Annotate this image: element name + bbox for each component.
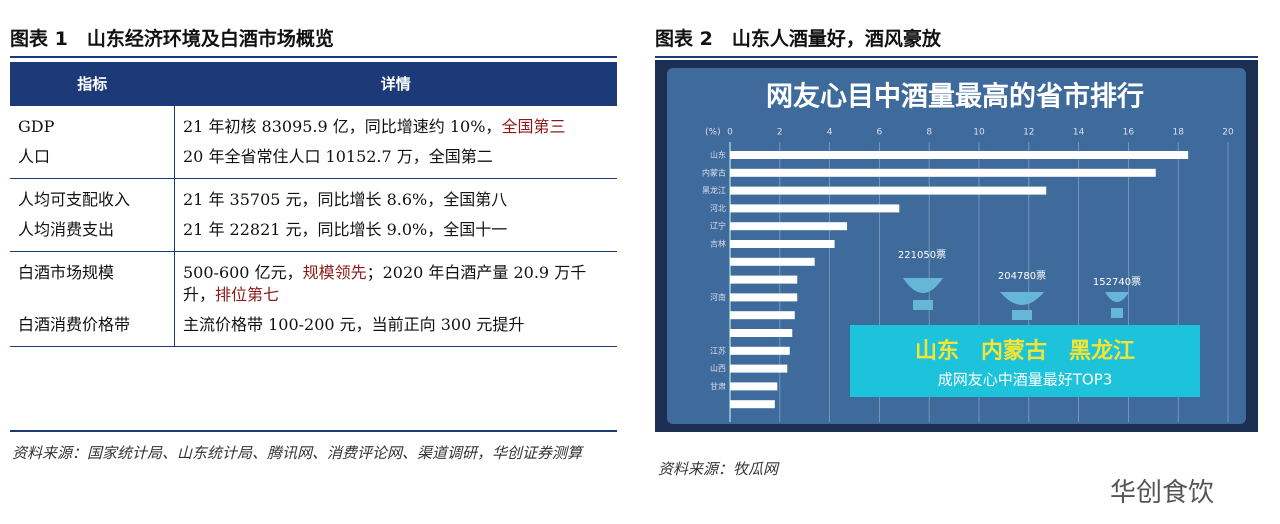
bar	[730, 293, 798, 302]
bar	[730, 400, 775, 409]
header-cell: 指标	[10, 62, 175, 106]
row-label: 白酒消费价格带	[10, 310, 175, 347]
row-detail: 21 年初核 83095.9 亿，同比增速约 10%，全国第三	[175, 105, 618, 142]
x-tick-label: 4	[827, 128, 833, 138]
row-label: 人均消费支出	[10, 215, 175, 252]
banner-text: 山东 内蒙古 黑龙江	[915, 338, 1135, 364]
row-label: GDP	[10, 105, 175, 142]
chart: 网友心目中酒量最高的省市排行 (%) 0 2 4 6 8 10 12 14 16 18 20 山东内蒙…	[655, 60, 1258, 432]
bar	[730, 151, 1189, 159]
y-tick-label: 内蒙古	[702, 167, 726, 177]
text-run: 21 年 22821 元，同比增长 9.0%，全国十一	[183, 220, 508, 239]
bar	[730, 364, 788, 373]
bar	[730, 222, 848, 231]
table: 指标 详情 GDP 21 年初核 83095.9 亿，同比增速约 10%，全国第三…	[10, 62, 617, 347]
row-label: 白酒市场规模	[10, 251, 175, 310]
x-tick-label: 6	[877, 128, 883, 138]
x-tick-label: 20	[1222, 128, 1234, 138]
text-run: 主流价格带 100-200 元，当前正向 300 元提升	[183, 315, 525, 334]
axis-unit: (%)	[705, 128, 721, 138]
source: 资料来源：国家统计局、山东统计局、腾讯网、消费评论网、渠道调研，华创证券测算	[12, 444, 583, 462]
row-detail: 20 年全省常住人口 10152.7 万，全国第二	[174, 142, 617, 179]
text-run: 20 年全省常住人口 10152.7 万，全国第二	[183, 147, 493, 166]
text-run: 21 年初核 83095.9 亿，同比增速约 10%，	[183, 117, 502, 136]
y-tick-label: 甘肃	[710, 381, 726, 391]
y-tick-label: 河北	[710, 203, 726, 213]
text-run: 排位第七	[215, 285, 280, 304]
rule	[10, 56, 617, 58]
x-tick-label: 12	[1023, 128, 1034, 138]
bar	[730, 240, 835, 248]
annotation: 221050票	[898, 249, 946, 261]
y-tick-label: 山西	[710, 363, 726, 373]
goblet	[1000, 292, 1044, 320]
y-tick-label: 江苏	[710, 345, 726, 355]
bar	[730, 311, 795, 320]
goblet	[903, 278, 943, 310]
x-tick-label: 10	[973, 128, 985, 138]
row-detail: 500-600 亿元，规模领先；2020 年白酒产量 20.9 万千升，排位第七	[175, 252, 618, 311]
bar	[730, 257, 815, 266]
row-detail: 21 年 22821 元，同比增长 9.0%，全国十一	[174, 215, 617, 252]
x-tick-label: 18	[1172, 128, 1184, 138]
figure-title: 图表 1 山东经济环境及白酒市场概览	[10, 28, 334, 50]
annotation: 152740票	[1093, 276, 1141, 288]
text-run: 500-600 亿元，	[183, 263, 303, 282]
bar	[730, 168, 1156, 177]
x-tick-label: 2	[777, 128, 783, 138]
bar	[730, 329, 793, 337]
row-label: 人均可支配收入	[10, 178, 175, 215]
watermark: 华创食饮	[1110, 478, 1215, 508]
annotation: 204780票	[998, 270, 1046, 282]
bar	[730, 186, 1047, 195]
bar	[730, 275, 798, 284]
source: 资料来源：牧瓜网	[658, 460, 779, 478]
x-tick-label: 16	[1123, 128, 1135, 138]
y-tick-label: 山东	[710, 150, 726, 160]
row-detail: 21 年 35705 元，同比增长 8.6%，全国第八	[175, 179, 618, 216]
y-tick-label: 辽宁	[710, 221, 726, 231]
x-tick-label: 8	[926, 128, 932, 138]
bar	[730, 346, 790, 355]
banner	[850, 325, 1200, 397]
bar	[730, 382, 778, 391]
y-tick-label: 黑龙江	[702, 185, 726, 195]
banner-subtext: 成网友心中酒量最好TOP3	[938, 371, 1113, 389]
bar	[730, 204, 900, 213]
x-tick-label: 0	[727, 128, 733, 138]
text-run: 21 年 35705 元，同比增长 8.6%，全国第八	[183, 190, 508, 209]
header-cell: 详情	[174, 62, 617, 106]
text-run: 全国第三	[501, 117, 566, 136]
rule	[10, 430, 617, 432]
x-tick-label: 14	[1073, 128, 1085, 138]
row-detail: 主流价格带 100-200 元，当前正向 300 元提升	[174, 310, 617, 347]
y-tick-label: 吉林	[710, 239, 726, 249]
chart-title: 网友心目中酒量最高的省市排行	[766, 81, 1144, 113]
rule	[655, 56, 1258, 58]
text-run: ；2020 年白酒产量 20.9 万千升，	[183, 263, 587, 304]
row-label: 人口	[10, 142, 175, 179]
goblet	[1105, 292, 1129, 318]
text-run: 规模领先	[302, 263, 367, 282]
y-tick-label: 河南	[710, 292, 726, 302]
figure-title: 图表 2 山东人酒量好，酒风豪放	[655, 28, 941, 50]
